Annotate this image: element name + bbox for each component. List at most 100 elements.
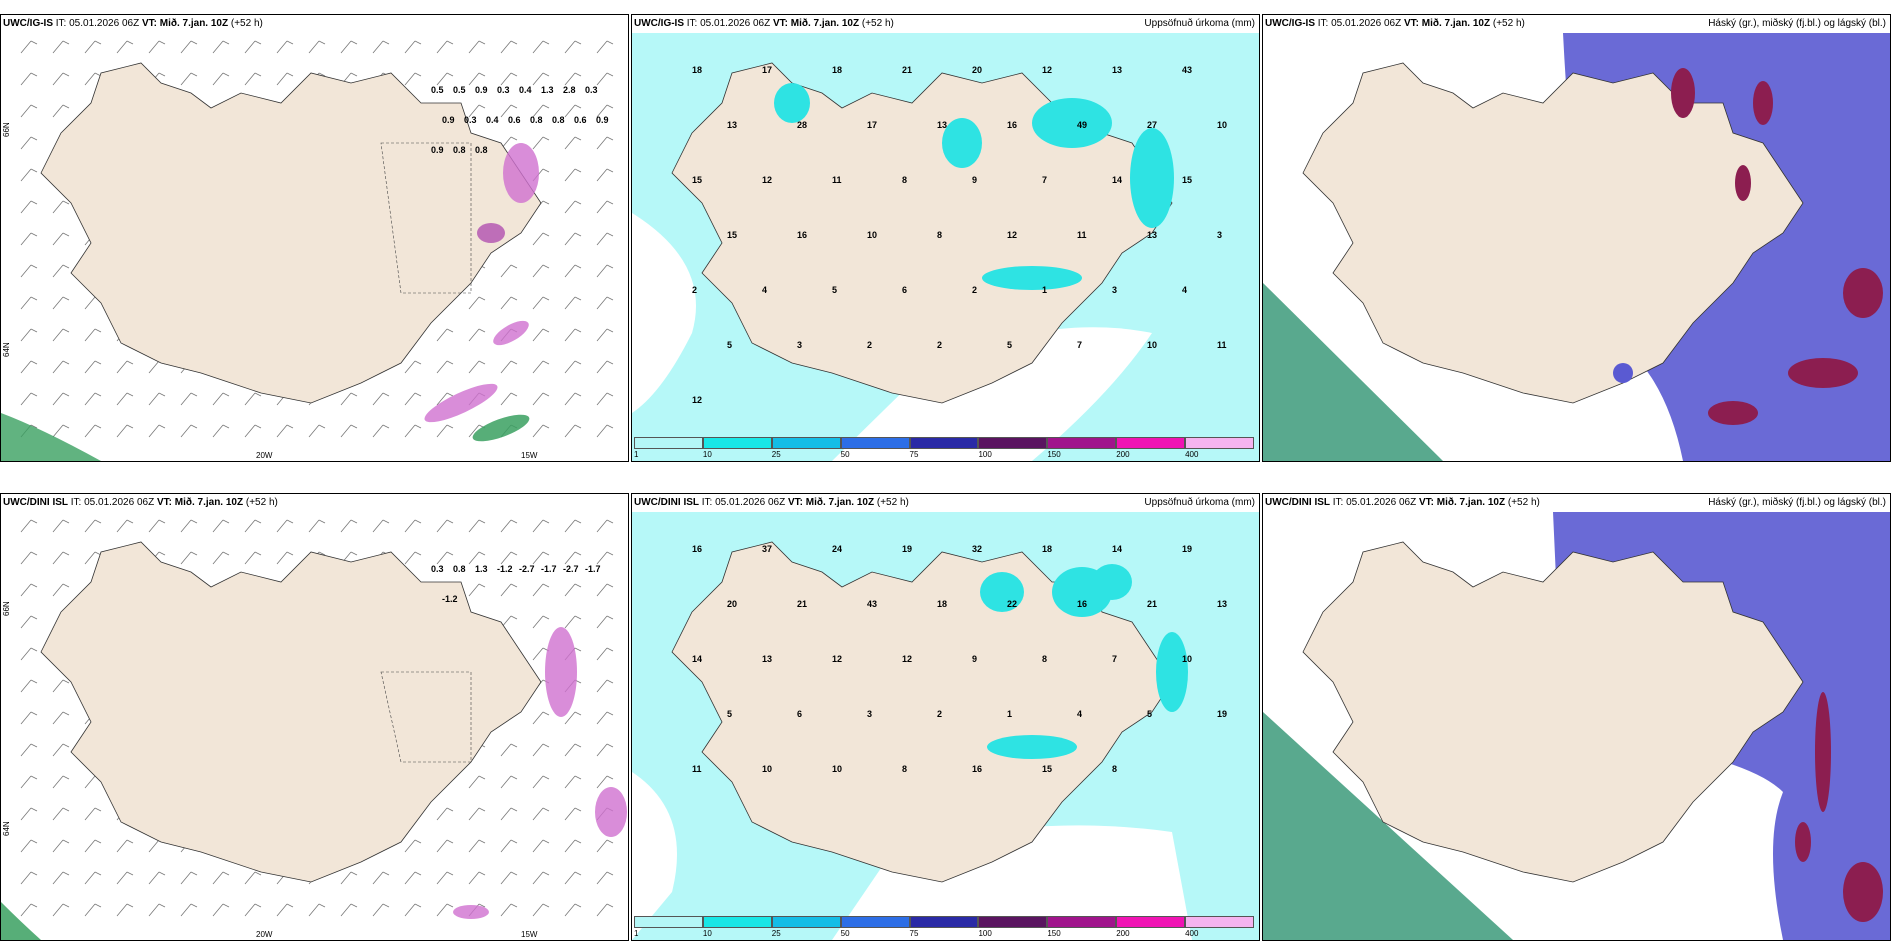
value-label: 32: [972, 544, 982, 554]
wind-barb: [53, 297, 63, 309]
wind-barb-tick: [415, 840, 421, 843]
wind-barb-tick: [31, 808, 37, 811]
wind-barb-tick: [575, 265, 581, 268]
wind-barb-tick: [607, 233, 613, 236]
value-label: 14: [692, 654, 702, 664]
value-label: 28: [797, 120, 807, 130]
value-label: 4: [1182, 285, 1187, 295]
wind-barb: [533, 872, 543, 884]
wind-barb-tick: [31, 584, 37, 587]
value-label: -2.7: [563, 564, 579, 574]
wind-barb: [277, 520, 287, 532]
colorbar-segment: [703, 437, 772, 449]
wind-barb: [181, 904, 191, 916]
wind-barb: [53, 201, 63, 213]
wind-barb: [53, 41, 63, 53]
wind-barb-tick: [575, 616, 581, 619]
wind-barb-tick: [575, 904, 581, 907]
wind-barb-tick: [543, 137, 549, 140]
wind-barb-tick: [447, 361, 453, 364]
wind-barb: [85, 552, 95, 564]
wind-barb-tick: [543, 744, 549, 747]
value-label: 0.5: [431, 85, 444, 95]
wind-barb-tick: [575, 648, 581, 651]
value-label: 10: [762, 764, 772, 774]
wind-barb: [469, 872, 479, 884]
wind-barb-tick: [479, 297, 485, 300]
wind-barb: [501, 297, 511, 309]
value-label: 6: [797, 709, 802, 719]
wind-barb: [501, 41, 511, 53]
wind-barb-tick: [511, 616, 517, 619]
wind-barb: [85, 776, 95, 788]
wind-barb: [149, 904, 159, 916]
wind-barb: [21, 840, 31, 852]
wind-barb: [53, 872, 63, 884]
wind-barb: [149, 41, 159, 53]
wind-barb: [341, 520, 351, 532]
wind-barb: [149, 393, 159, 405]
wind-barb: [597, 712, 607, 724]
value-label: 7: [1077, 340, 1082, 350]
value-label: 7: [1112, 654, 1117, 664]
wind-barb-tick: [127, 520, 133, 523]
wind-barb: [85, 329, 95, 341]
wind-barb-tick: [575, 73, 581, 76]
value-label: 0.3: [431, 564, 444, 574]
value-label: 8: [902, 764, 907, 774]
wind-barb-tick: [511, 393, 517, 396]
wind-barb-tick: [351, 393, 357, 396]
wind-barb-tick: [607, 552, 613, 555]
wind-barb: [213, 520, 223, 532]
wind-barb: [597, 904, 607, 916]
wind-barb-tick: [63, 776, 69, 779]
panel-precip-dini: UWC/DINI ISL IT: 05.01.2026 06Z VT: Mið.…: [631, 493, 1260, 941]
value-label: -1.2: [497, 564, 513, 574]
wind-barb-tick: [191, 520, 197, 523]
value-label: 18: [937, 599, 947, 609]
wind-barb-tick: [319, 520, 325, 523]
wind-barb-tick: [127, 872, 133, 875]
colorbar-tick: 400: [1185, 450, 1198, 459]
wind-barb: [21, 712, 31, 724]
value-label: 11: [692, 764, 702, 774]
wind-barb-tick: [383, 425, 389, 428]
value-label: 7: [1042, 175, 1047, 185]
value-label: 21: [1147, 599, 1157, 609]
wind-barb: [437, 808, 447, 820]
value-label: 24: [832, 544, 842, 554]
lat-label-64: 64N: [2, 342, 11, 357]
value-label: 3: [797, 340, 802, 350]
wind-barb-tick: [223, 73, 229, 76]
value-label: 0.6: [574, 115, 587, 125]
wind-barb: [469, 584, 479, 596]
wind-barb-tick: [127, 41, 133, 44]
colorbar-segment: [1116, 916, 1185, 928]
precip-colorbar: 1 10 25 50 75 100 150 200 400: [634, 916, 1256, 938]
wind-barb-tick: [543, 840, 549, 843]
value-label: 18: [832, 65, 842, 75]
wind-barb: [21, 776, 31, 788]
wind-barb-tick: [607, 73, 613, 76]
wind-barb: [117, 872, 127, 884]
wind-barb: [469, 361, 479, 373]
wind-barb: [53, 393, 63, 405]
wind-barb-tick: [63, 680, 69, 683]
wind-barb: [245, 520, 255, 532]
wind-barb: [53, 520, 63, 532]
wind-barb-tick: [575, 329, 581, 332]
wind-barb: [597, 201, 607, 213]
wind-barb-tick: [63, 329, 69, 332]
wind-barb: [21, 616, 31, 628]
wind-barb: [437, 872, 447, 884]
wind-barb-tick: [447, 329, 453, 332]
wind-barb-tick: [575, 233, 581, 236]
value-label: 16: [1077, 599, 1087, 609]
value-label: 0.4: [486, 115, 499, 125]
wind-barb-tick: [95, 872, 101, 875]
value-label: 0.9: [431, 145, 444, 155]
value-label: -1.2: [442, 594, 458, 604]
iceland-landmass: [41, 63, 541, 403]
wind-barb-tick: [479, 361, 485, 364]
value-label: 19: [1182, 544, 1192, 554]
